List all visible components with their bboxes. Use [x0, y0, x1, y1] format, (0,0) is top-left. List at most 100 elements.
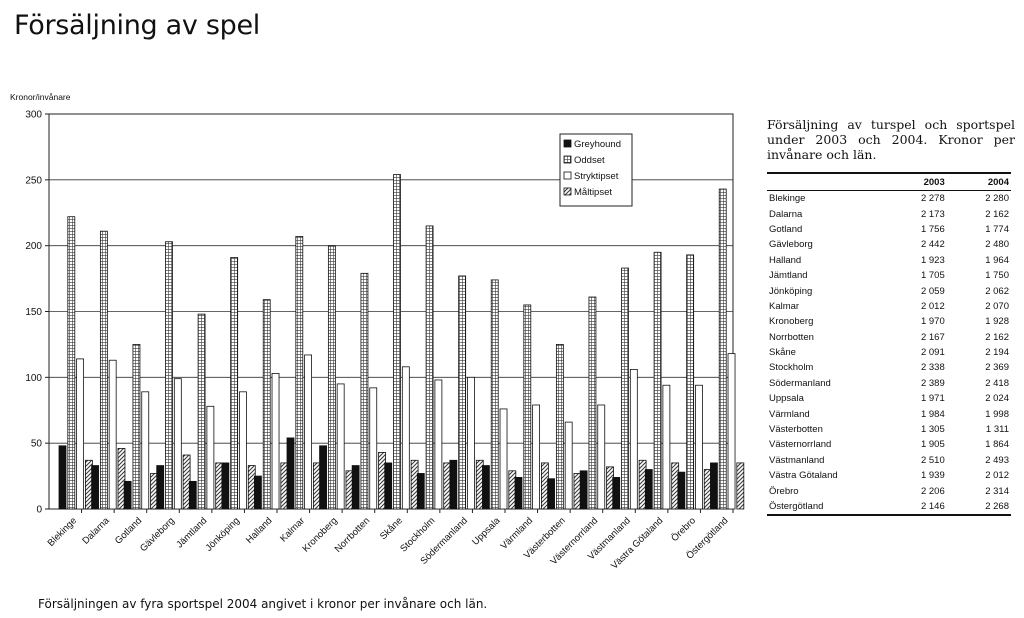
bar-stryktipset-14	[532, 404, 540, 510]
table-cell-2004: 2 314	[985, 485, 1009, 497]
table-row: Skåne 2 091 2 194	[767, 345, 1011, 360]
bar-oddset-15	[555, 344, 564, 510]
x-tick-label: Gävleborg	[138, 515, 177, 554]
table-cell-lan: Kalmar	[769, 300, 800, 312]
table-row: Norrbotten 2 167 2 162	[767, 330, 1011, 345]
legend-box	[559, 133, 633, 207]
bar-oddset-8	[327, 245, 336, 510]
figure-caption: Försäljningen av fyra sportspel 2004 ang…	[38, 597, 488, 611]
table-cell-2003: 2 146	[888, 498, 967, 517]
bar-stryktipset-15	[564, 421, 573, 510]
table-cell-2003: 1 905	[920, 439, 945, 451]
table-cell-2003: 2 091	[920, 347, 945, 359]
bar-greyhound-15	[547, 478, 555, 510]
table-cell-2004: 1 774	[985, 223, 1009, 235]
bar-stryktipset-2	[141, 391, 150, 510]
y-tick-label: 50	[31, 439, 43, 450]
legend-label: Greyhound	[574, 139, 621, 150]
bar-stryktipset-18	[662, 384, 671, 510]
table-cell-2004: 2 369	[985, 362, 1009, 374]
bar-stryktipset-6	[271, 372, 280, 510]
legend-swatch	[563, 155, 572, 164]
table-cell-lan: Värmland	[769, 408, 810, 420]
legend-label: Måltipset	[574, 187, 612, 198]
bar-stryktipset-19	[695, 384, 703, 510]
bar-series	[58, 174, 745, 510]
table-cell-2003: 2 510	[920, 454, 945, 466]
table-cell-lan: Skåne	[769, 347, 796, 359]
table-row: Västmanland 2 510 2 493	[767, 453, 1011, 468]
table-row: Örebro 2 206 2 314	[767, 483, 1011, 498]
x-tick-label: Norrbotten	[333, 515, 373, 555]
bar-oddset-10	[393, 174, 401, 510]
y-tick-label: 200	[25, 241, 42, 252]
table-cell-lan: Västmanland	[769, 454, 825, 466]
bar-greyhound-0	[58, 445, 67, 510]
table-row: Stockholm 2 338 2 369	[767, 360, 1011, 375]
table-cell-2003: 2 389	[920, 377, 945, 389]
table-cell-lan: Halland	[769, 254, 802, 266]
table-cell-2004: 2 480	[985, 239, 1009, 251]
table-cell-lan: Östergötland	[767, 498, 889, 517]
x-tick-label: Blekinge	[46, 515, 80, 549]
bar-stryktipset-1	[108, 359, 117, 510]
legend-label: Oddset	[574, 155, 605, 166]
table-header-2003: 2003	[888, 172, 967, 191]
table-cell-2003: 1 984	[920, 408, 945, 420]
table-cell-2004: 2 062	[985, 285, 1009, 297]
bar-greyhound-1	[91, 465, 99, 510]
table-cell-2004: 2 162	[985, 208, 1009, 220]
table-row: Halland 1 923 1 964	[767, 253, 1011, 268]
table-cell-lan: Uppsala	[769, 393, 804, 405]
table-cell-2003: 2 278	[920, 193, 945, 205]
bar-greyhound-5	[221, 462, 230, 510]
table-cell-2004: 2 418	[985, 377, 1009, 389]
table-row: Blekinge 2 278 2 280	[767, 191, 1011, 207]
legend-swatch	[563, 187, 572, 196]
table-caption: Försäljning av turspel och sportspel und…	[767, 117, 1015, 162]
bar-stryktipset-5	[239, 391, 247, 510]
bar-oddset-7	[295, 236, 304, 510]
bar-oddset-19	[686, 254, 695, 510]
bar-chart: Kronor/invånare 0 50 100 150 200 250 300 Bleki…	[10, 92, 745, 572]
table-cell-2003: 2 173	[920, 208, 945, 220]
table-cell-2004: 1 964	[985, 254, 1009, 266]
y-tick-label: 150	[25, 307, 42, 318]
bar-greyhound-20	[710, 462, 718, 510]
table-cell-2004: 2 070	[985, 300, 1009, 312]
x-tick-label: Gotland	[113, 515, 144, 546]
bar-m-ltipset-20	[736, 462, 745, 510]
table-row: Värmland 1 984 1 998	[767, 406, 1011, 421]
x-tick-label: Kalmar	[278, 515, 307, 544]
table-cell-2004: 2 268	[966, 498, 1011, 517]
bar-greyhound-16	[579, 470, 588, 510]
table-row: Västerbotten 1 305 1 311	[767, 422, 1011, 437]
y-axis-ticks: 0 50 100 150 200 250 300	[25, 110, 49, 516]
legend: Greyhound Oddset Stryktipset Måltipset	[559, 133, 633, 207]
bar-stryktipset-11	[434, 379, 443, 510]
bar-oddset-5	[230, 257, 239, 510]
legend-swatch	[563, 171, 572, 180]
x-tick-label: Dalarna	[80, 515, 112, 547]
page-title: Försäljning av spel	[14, 10, 260, 41]
x-tick-label: Halland	[244, 515, 275, 546]
bar-greyhound-19	[677, 471, 686, 510]
bar-greyhound-9	[351, 465, 360, 510]
table-cell-lan: Norrbotten	[769, 331, 814, 343]
x-tick-label: Uppsala	[470, 515, 503, 548]
bar-oddset-14	[523, 304, 532, 510]
bar-stryktipset-4	[206, 405, 215, 510]
table-cell-2004: 1 928	[985, 316, 1009, 328]
bar-greyhound-4	[188, 480, 197, 510]
legend-label: Stryktipset	[574, 171, 619, 182]
bar-oddset-16	[588, 296, 597, 510]
y-axis-label: Kronor/invånare	[10, 92, 71, 102]
bar-greyhound-13	[482, 465, 490, 510]
table-cell-2003: 2 206	[920, 485, 945, 497]
bar-greyhound-2	[123, 480, 132, 510]
table-cell-2003: 2 059	[920, 285, 945, 297]
x-tick-label: Örebro	[669, 515, 698, 544]
table-cell-2003: 1 705	[920, 270, 945, 282]
table-cell-2003: 1 939	[920, 470, 945, 482]
bar-oddset-17	[621, 267, 629, 510]
